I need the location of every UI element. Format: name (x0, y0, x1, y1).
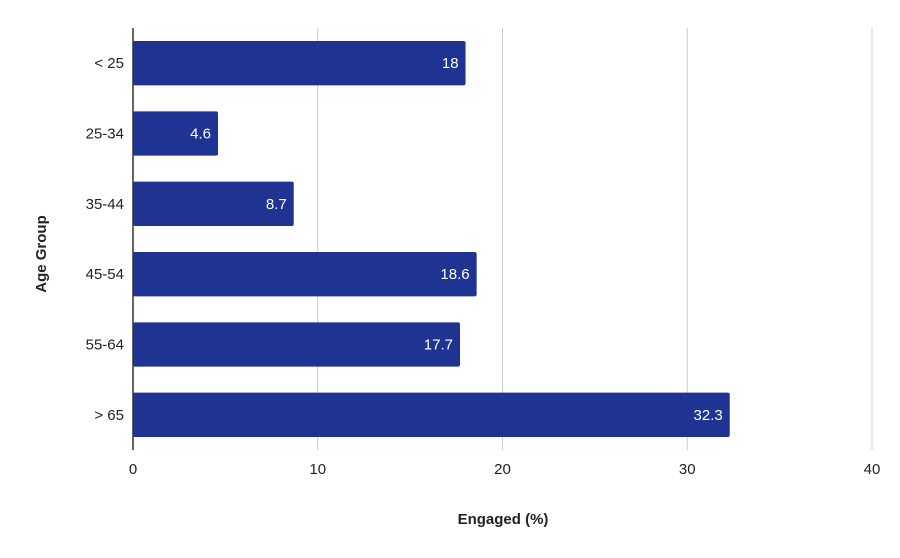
data-labels: 18 4.6 8.7 18.6 17.7 32.3 (190, 55, 723, 424)
bar (133, 392, 730, 437)
data-label: 18 (442, 55, 459, 72)
y-tick-label: 25-34 (86, 126, 124, 143)
y-tick-label: 35-44 (86, 196, 124, 213)
y-tick-label: < 25 (94, 55, 124, 72)
data-label: 17.7 (424, 337, 453, 354)
bar (133, 322, 461, 367)
x-tick-labels: 0 10 20 30 40 (129, 461, 881, 478)
data-label: 32.3 (694, 407, 723, 424)
bars (133, 41, 730, 437)
y-axis-title: Age Group (33, 215, 50, 293)
y-tick-label: 45-54 (86, 266, 124, 283)
x-tick-label: 30 (679, 461, 696, 478)
bar (133, 111, 218, 156)
x-tick-label: 20 (494, 461, 511, 478)
data-label: 18.6 (440, 266, 469, 283)
x-axis-title: Engaged (%) (458, 511, 549, 528)
x-tick-label: 40 (864, 461, 881, 478)
bar (133, 41, 466, 86)
gridlines (317, 28, 873, 450)
data-label: 8.7 (266, 196, 287, 213)
y-tick-label: > 65 (94, 407, 124, 424)
data-label: 4.6 (190, 126, 211, 143)
x-tick-label: 10 (309, 461, 326, 478)
bar (133, 181, 294, 226)
y-tick-labels: < 25 25-34 35-44 45-54 55-64 > 65 (86, 55, 124, 424)
y-tick-label: 55-64 (86, 337, 124, 354)
bar (133, 252, 477, 297)
x-tick-label: 0 (129, 461, 137, 478)
